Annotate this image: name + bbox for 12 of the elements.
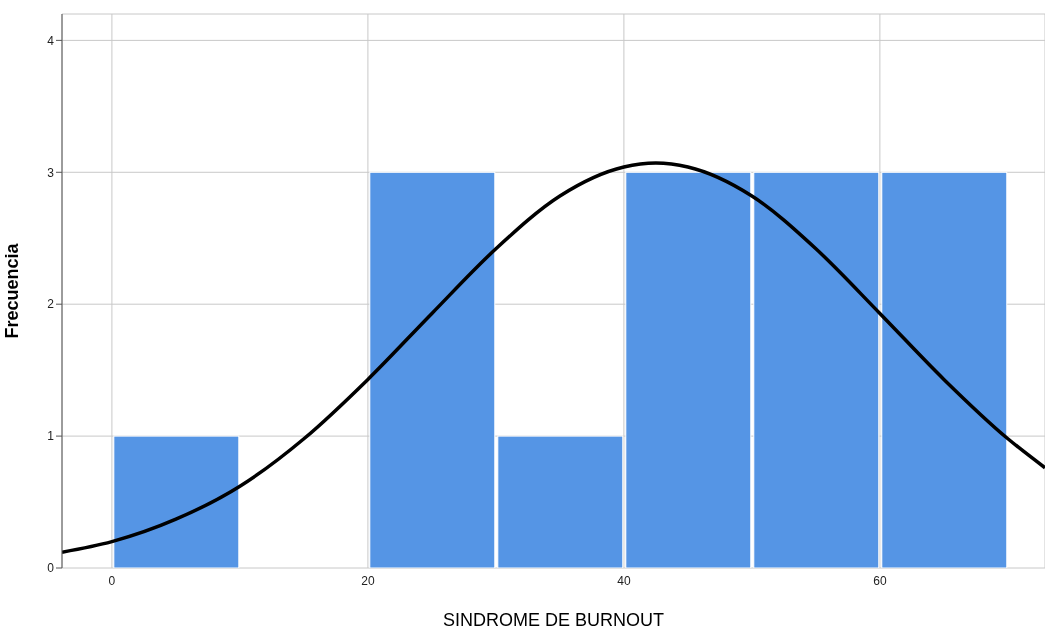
- y-tick-label: 2: [47, 297, 55, 312]
- y-tick-label: 1: [47, 429, 55, 444]
- x-axis-title: SINDROME DE BURNOUT: [442, 610, 665, 628]
- x-tick-label: 60: [873, 573, 887, 588]
- y-tick-label: 3: [47, 165, 55, 180]
- x-tick-label: 20: [361, 573, 375, 588]
- x-tick-label: 0: [108, 573, 116, 588]
- x-tick-label: 40: [617, 573, 631, 588]
- y-axis-title: Frecuencia: [2, 242, 23, 339]
- y-tick-label: 4: [47, 33, 55, 48]
- line-series: [62, 161, 1045, 554]
- y-tick-label: 0: [47, 561, 55, 576]
